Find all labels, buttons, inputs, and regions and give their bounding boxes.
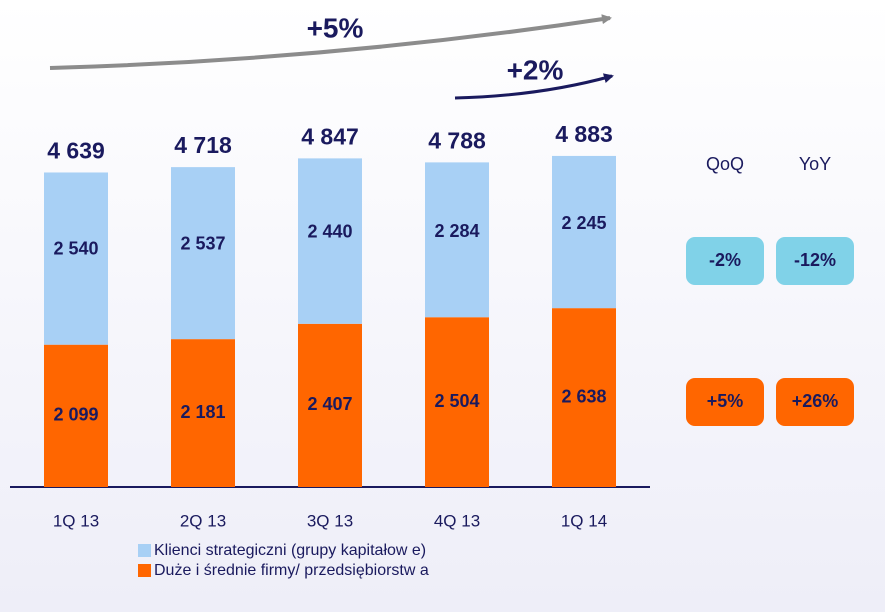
x-tick-label: 2Q 13	[180, 511, 226, 530]
x-tick-label: 3Q 13	[307, 511, 353, 530]
change-value: +26%	[792, 391, 839, 411]
legend-label: Duże i średnie firmy/ przedsiębiorstw a	[154, 562, 429, 579]
total-label: 4 639	[47, 138, 105, 164]
value-label: 2 537	[180, 233, 225, 253]
change-box	[686, 378, 764, 426]
annotation: +2%	[507, 54, 564, 85]
total-label: 4 883	[555, 121, 613, 147]
value-label: 2 407	[307, 394, 352, 414]
bar-segment	[425, 162, 489, 318]
change-value: -2%	[709, 250, 741, 270]
growth-arrow	[49, 14, 612, 70]
value-label: 2 181	[180, 402, 225, 422]
value-label: 2 440	[307, 222, 352, 242]
legend-swatch	[138, 564, 151, 577]
bar-segment	[298, 158, 362, 324]
column-header: QoQ	[706, 154, 744, 174]
bar-segment	[552, 155, 616, 309]
total-label: 4 788	[428, 127, 486, 153]
annotation: +5%	[307, 12, 364, 43]
bar-segment	[44, 344, 108, 487]
bar-segment	[44, 172, 108, 345]
growth-arrow	[454, 73, 614, 100]
value-label: 2 540	[53, 239, 98, 259]
x-tick-label: 1Q 14	[561, 511, 607, 530]
column-header: YoY	[799, 154, 831, 174]
value-label: 2 504	[434, 391, 479, 411]
change-box	[776, 378, 854, 426]
change-value: -12%	[794, 250, 836, 270]
bar-segment	[298, 323, 362, 487]
bar-segment	[425, 317, 489, 487]
change-value: +5%	[707, 391, 744, 411]
total-label: 4 847	[301, 123, 359, 149]
x-tick-label: 1Q 13	[53, 511, 99, 530]
change-box	[776, 237, 854, 285]
bar-segment	[171, 167, 235, 340]
legend-label: Klienci strategiczni (grupy kapitałow e)	[154, 542, 426, 559]
bar-segment	[171, 339, 235, 487]
value-label: 2 638	[561, 386, 606, 406]
value-label: 2 284	[434, 221, 479, 241]
value-label: 2 099	[53, 405, 98, 425]
legend-swatch	[138, 544, 151, 557]
value-label: 2 245	[561, 213, 606, 233]
bar-segment	[552, 308, 616, 487]
x-tick-label: 4Q 13	[434, 511, 480, 530]
total-label: 4 718	[174, 132, 232, 158]
change-box	[686, 237, 764, 285]
